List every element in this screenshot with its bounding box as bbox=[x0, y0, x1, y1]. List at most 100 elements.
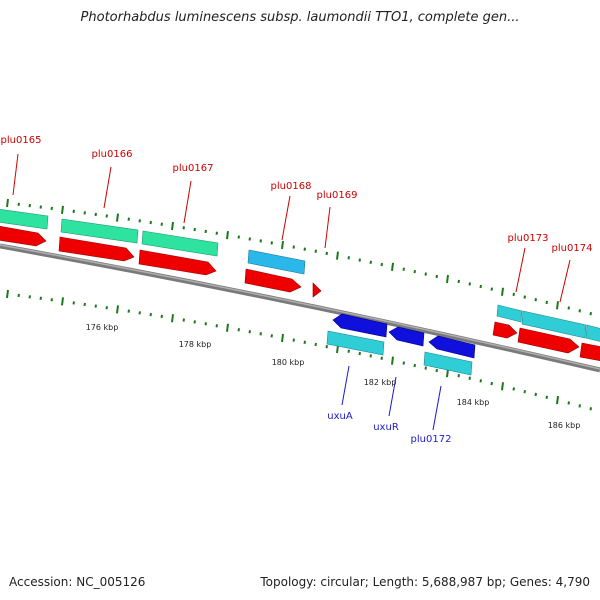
gene-label-uxuA[interactable]: uxuA bbox=[327, 411, 353, 422]
minor-tick bbox=[50, 206, 53, 211]
minor-tick bbox=[193, 227, 196, 232]
minor-tick bbox=[325, 251, 328, 256]
reverse-cds-track bbox=[332, 313, 476, 359]
minor-tick bbox=[424, 272, 427, 276]
cds-arrow-forward[interactable] bbox=[312, 282, 322, 298]
cds-arrow-forward[interactable] bbox=[244, 268, 302, 293]
major-tick bbox=[226, 231, 229, 240]
feature-bar[interactable] bbox=[585, 324, 600, 342]
feature-bar[interactable] bbox=[326, 330, 385, 356]
minor-tick bbox=[479, 379, 482, 383]
minor-tick bbox=[248, 237, 251, 241]
feature-bar[interactable] bbox=[247, 249, 306, 275]
minor-tick bbox=[50, 298, 53, 302]
minor-tick bbox=[402, 361, 405, 365]
minor-tick bbox=[490, 381, 493, 386]
minor-tick bbox=[424, 366, 427, 370]
major-tick bbox=[226, 323, 229, 332]
minor-tick bbox=[270, 241, 273, 245]
gene-label-plu0166[interactable]: plu0166 bbox=[92, 149, 133, 160]
minor-tick bbox=[204, 322, 207, 326]
cds-arrow-reverse[interactable] bbox=[428, 335, 476, 359]
minor-tick bbox=[380, 356, 383, 360]
gene-label-plu0165[interactable]: plu0165 bbox=[1, 135, 42, 146]
minor-tick bbox=[534, 298, 537, 302]
minor-tick bbox=[215, 324, 218, 328]
gene-label-plu0167[interactable]: plu0167 bbox=[173, 163, 214, 174]
upper-tick-row bbox=[6, 198, 592, 316]
minor-tick bbox=[347, 256, 350, 260]
minor-tick bbox=[468, 282, 471, 286]
feature-bar[interactable] bbox=[60, 218, 139, 244]
minor-tick bbox=[17, 293, 20, 298]
major-tick bbox=[556, 301, 559, 310]
scale-label: 182 kbp bbox=[364, 378, 397, 387]
minor-tick bbox=[545, 395, 548, 399]
minor-tick bbox=[413, 363, 416, 368]
minor-tick bbox=[182, 226, 185, 230]
minor-tick bbox=[28, 295, 31, 299]
forward-gene-labels: plu0165 plu0166 plu0167 plu0168 plu0169 … bbox=[1, 135, 593, 254]
minor-tick bbox=[149, 220, 152, 225]
major-tick bbox=[116, 213, 119, 222]
major-tick bbox=[6, 289, 9, 299]
scale-label: 178 kbp bbox=[179, 340, 212, 349]
reverse-gene-labels: uxuA uxuR plu0172 bbox=[327, 411, 451, 445]
gene-label-plu0169[interactable]: plu0169 bbox=[317, 190, 358, 201]
minor-tick bbox=[72, 209, 75, 214]
minor-tick bbox=[512, 387, 515, 391]
major-tick bbox=[281, 333, 284, 343]
major-tick bbox=[6, 198, 9, 208]
feature-bar[interactable] bbox=[521, 310, 587, 339]
scale-label: 180 kbp bbox=[272, 358, 305, 367]
major-tick bbox=[336, 251, 339, 260]
minor-tick bbox=[94, 212, 97, 217]
minor-tick bbox=[127, 309, 130, 313]
cds-arrow-forward[interactable] bbox=[492, 321, 518, 339]
forward-cds-track bbox=[0, 226, 600, 361]
major-tick bbox=[556, 395, 559, 405]
gene-label-plu0168[interactable]: plu0168 bbox=[271, 181, 312, 192]
minor-tick bbox=[358, 258, 361, 262]
feature-bar[interactable] bbox=[0, 208, 49, 230]
scale-label: 186 kbp bbox=[548, 421, 581, 430]
gene-label-plu0174[interactable]: plu0174 bbox=[552, 243, 593, 254]
gene-label-plu0173[interactable]: plu0173 bbox=[508, 233, 549, 244]
scale-label: 184 kbp bbox=[457, 398, 490, 407]
cds-arrow-forward[interactable] bbox=[0, 226, 47, 247]
minor-tick bbox=[138, 311, 141, 315]
cds-arrow-forward[interactable] bbox=[138, 249, 217, 276]
major-tick bbox=[501, 382, 504, 391]
gene-label-plu0172[interactable]: plu0172 bbox=[411, 434, 452, 445]
cds-arrow-reverse[interactable] bbox=[388, 326, 425, 347]
minor-tick bbox=[402, 267, 405, 271]
minor-tick bbox=[160, 314, 163, 319]
minor-tick bbox=[534, 392, 537, 397]
cds-arrow-reverse[interactable] bbox=[332, 313, 388, 338]
minor-tick bbox=[457, 279, 460, 284]
feature-bar[interactable] bbox=[423, 351, 473, 376]
gene-label-uxuR[interactable]: uxuR bbox=[373, 422, 399, 433]
major-tick bbox=[281, 240, 284, 250]
genome-title: Photorhabdus luminescens subsp. laumondi… bbox=[80, 10, 520, 25]
minor-tick bbox=[413, 269, 416, 274]
feature-bar[interactable] bbox=[141, 230, 219, 257]
label-leaders bbox=[12, 153, 571, 431]
minor-tick bbox=[490, 287, 493, 291]
minor-tick bbox=[28, 203, 31, 208]
major-tick bbox=[501, 287, 504, 296]
minor-tick bbox=[589, 407, 592, 411]
minor-tick bbox=[160, 222, 163, 226]
minor-tick bbox=[127, 217, 130, 221]
cds-arrow-forward[interactable] bbox=[579, 342, 600, 361]
feature-track bbox=[0, 208, 600, 376]
cds-arrow-forward[interactable] bbox=[58, 236, 135, 262]
feature-bar[interactable] bbox=[496, 304, 523, 323]
cds-arrow-forward[interactable] bbox=[517, 327, 580, 354]
lower-tick-row bbox=[6, 289, 592, 411]
minor-tick bbox=[83, 211, 86, 215]
major-tick bbox=[61, 205, 64, 215]
minor-tick bbox=[17, 202, 20, 206]
